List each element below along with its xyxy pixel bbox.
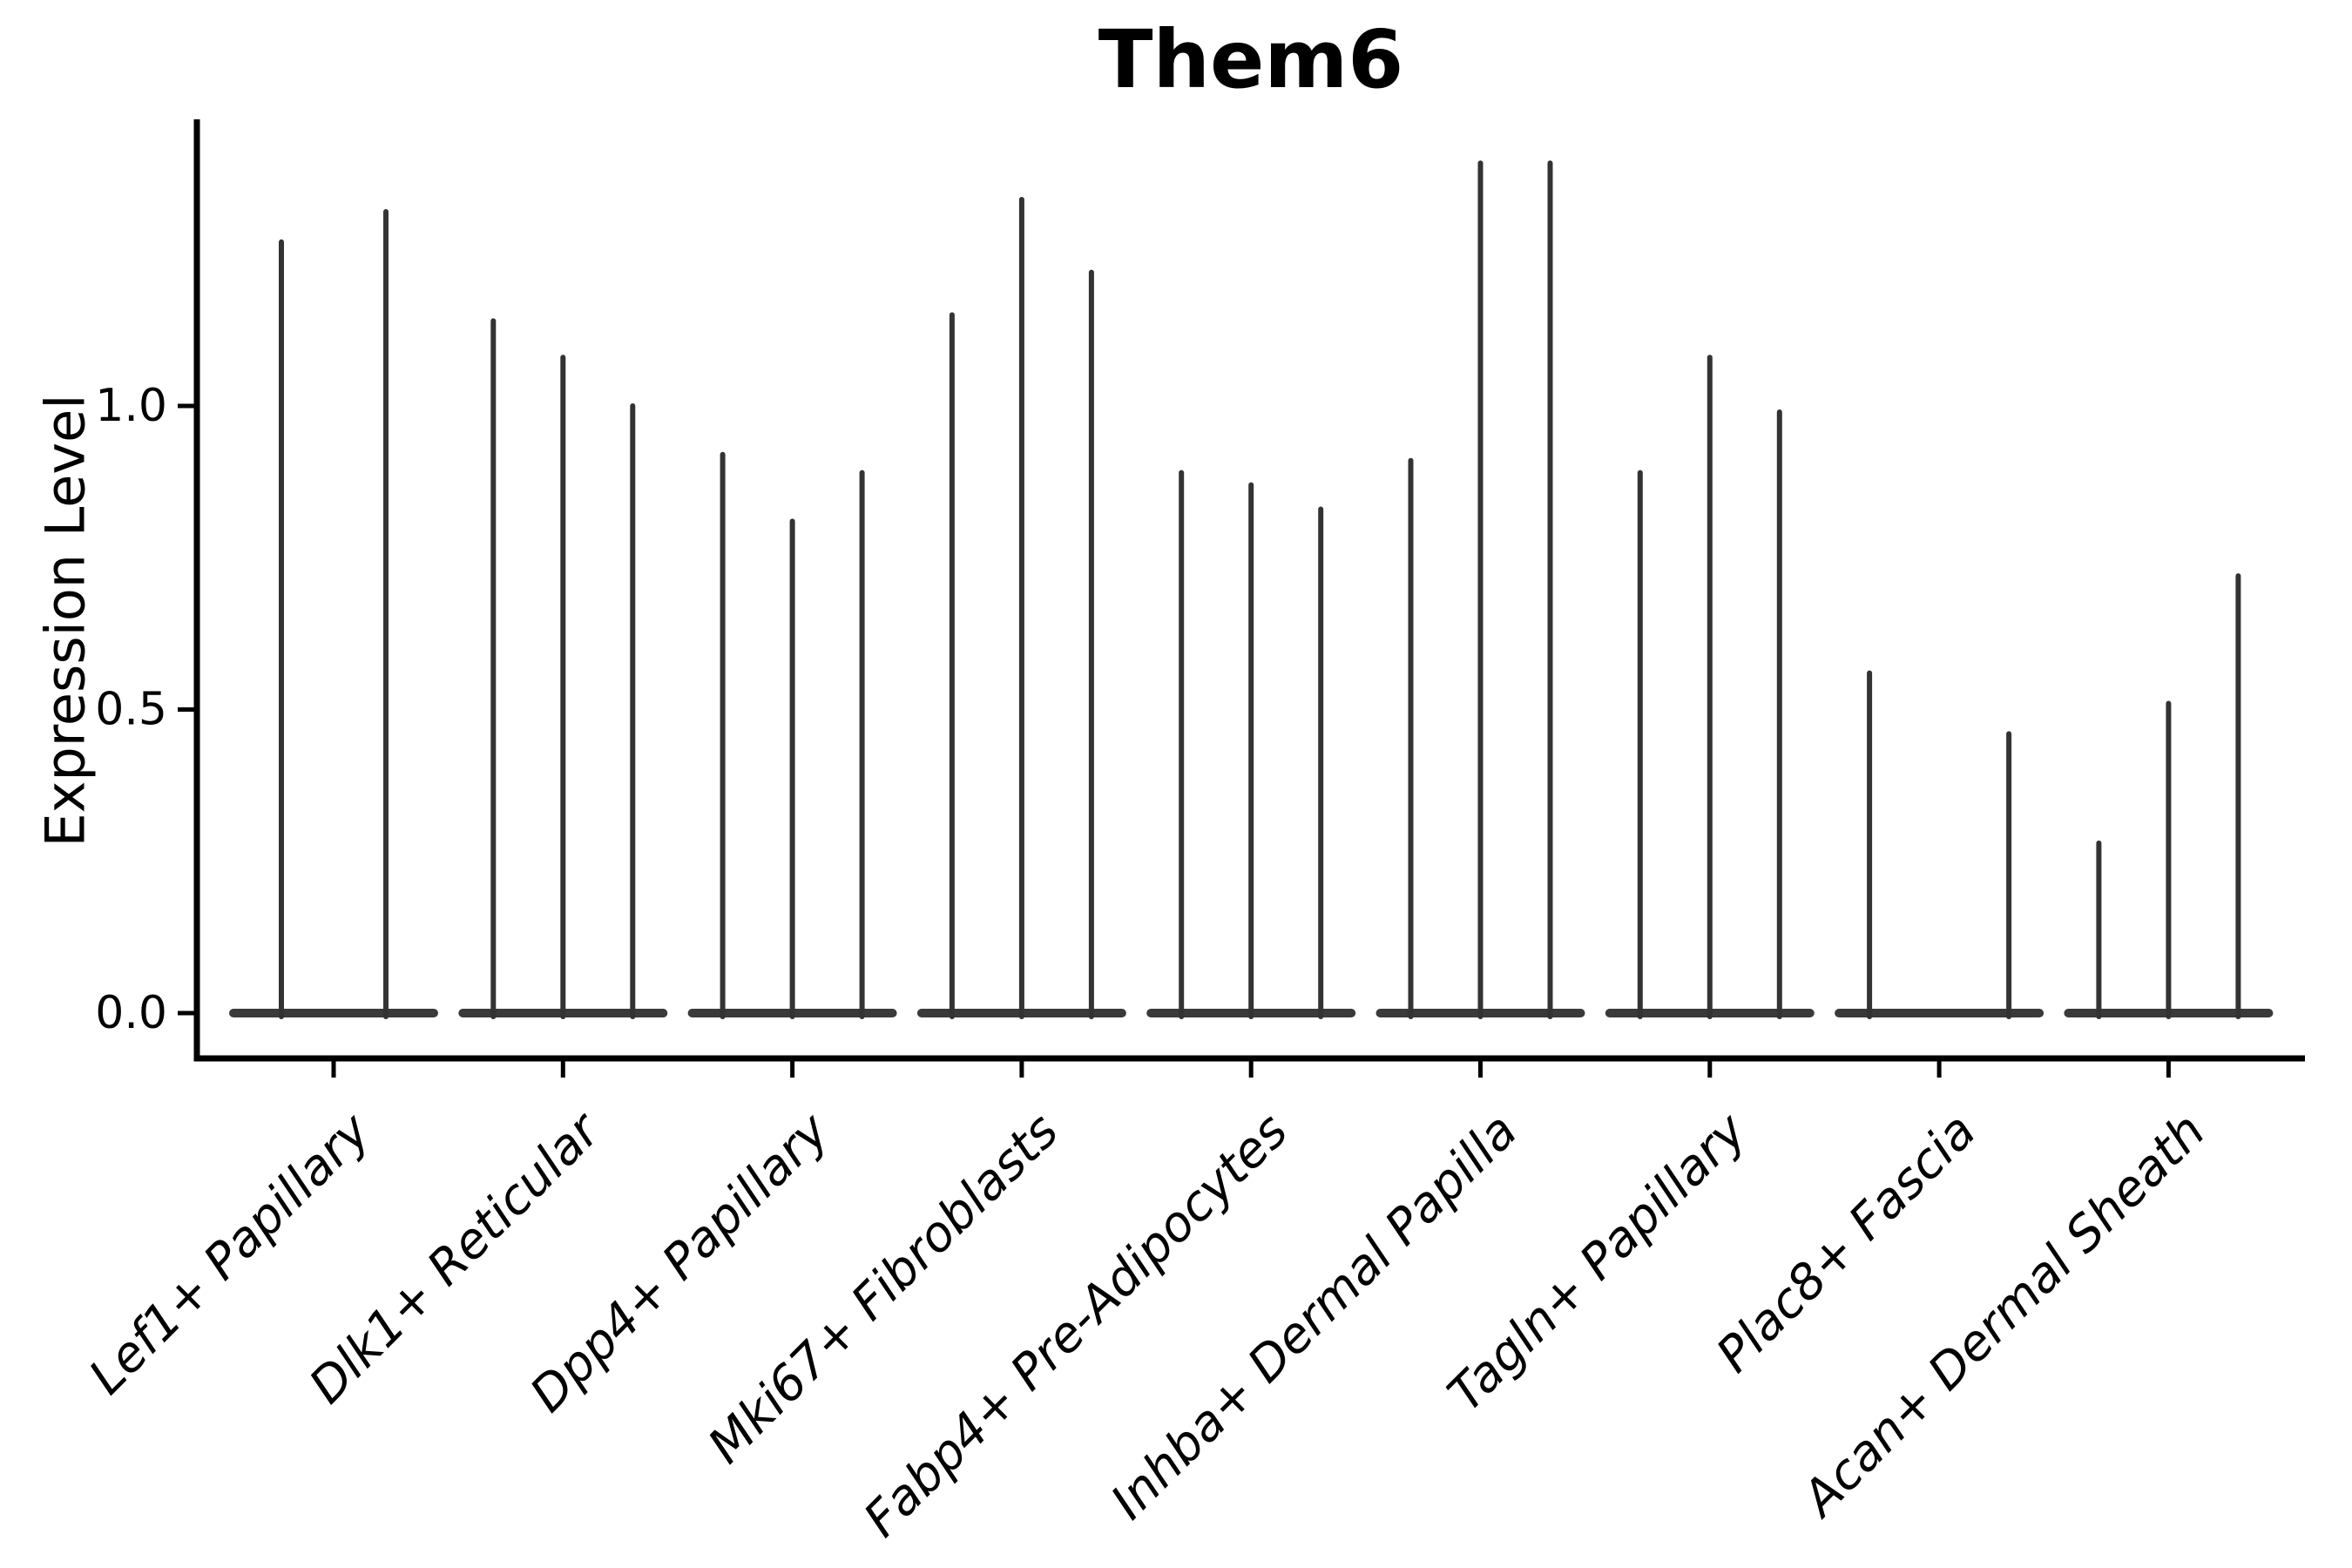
x-tick-label: Acan+ Dermal Sheath [1790,1103,2216,1529]
y-axis-label: Expression Level [33,394,98,848]
violin-base [229,1009,438,1017]
chart-title: Them6 [1098,13,1404,106]
x-tick-label: Fabp4+ Pre-Adipocytes [854,1103,1299,1548]
x-tick-label: Inhba+ Dermal Papilla [1100,1103,1528,1531]
y-tick-label: 0.5 [95,684,167,736]
y-tick-label: 0.0 [95,987,167,1039]
y-tick-label: 1.0 [95,380,167,432]
violin-base [1835,1009,2044,1017]
